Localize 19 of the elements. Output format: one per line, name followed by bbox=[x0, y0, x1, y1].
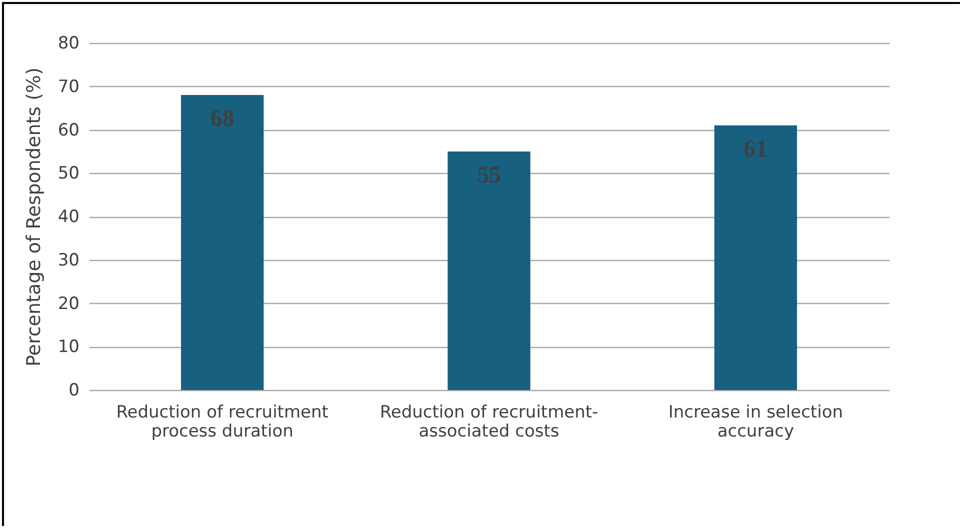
y-tick-label: 20 bbox=[58, 294, 80, 314]
data-label: 68 bbox=[210, 106, 234, 132]
y-tick-label: 70 bbox=[58, 76, 80, 97]
bar bbox=[448, 151, 530, 390]
y-tick-label: 30 bbox=[58, 250, 80, 270]
data-label: 61 bbox=[744, 136, 768, 162]
x-tick-label: Increase in selection accuracy bbox=[668, 402, 844, 442]
x-tick-label: Reduction of recruitment-associated costs bbox=[380, 402, 598, 442]
y-axis-title: Percentage of Respondents (%) bbox=[22, 68, 45, 366]
y-tick-label: 0 bbox=[68, 380, 80, 400]
y-tick-label: 50 bbox=[58, 164, 80, 184]
y-tick-label: 10 bbox=[58, 337, 80, 358]
data-label: 55 bbox=[477, 162, 501, 188]
y-tick-label: 80 bbox=[58, 34, 80, 54]
y-tick-label: 40 bbox=[58, 207, 80, 227]
y-tick-label: 60 bbox=[58, 120, 80, 140]
bar bbox=[714, 125, 797, 390]
x-tick-label: Reduction of recruitment process duration bbox=[116, 402, 329, 442]
bar bbox=[181, 95, 264, 390]
